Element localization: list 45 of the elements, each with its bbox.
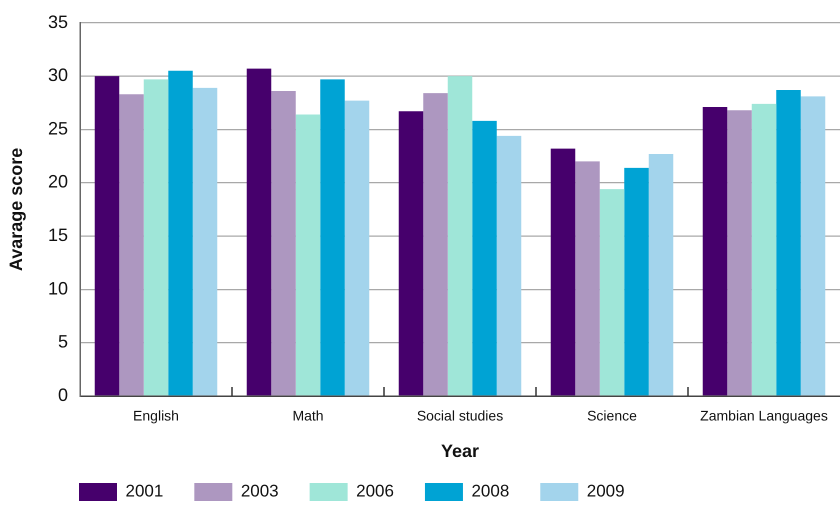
bar xyxy=(600,189,624,396)
bar xyxy=(800,96,826,396)
legend-label: 2008 xyxy=(471,482,510,501)
bar xyxy=(624,168,649,396)
x-tick-label: Science xyxy=(587,407,638,424)
legend-label: 2003 xyxy=(240,482,279,501)
bar xyxy=(575,161,600,396)
x-tick-label: Social studies xyxy=(416,407,504,424)
bar xyxy=(296,114,320,396)
y-tick-label: 15 xyxy=(48,225,68,246)
legend-label: 2001 xyxy=(126,482,164,501)
x-axis-title: Year xyxy=(440,441,480,462)
bar xyxy=(448,76,472,396)
bar xyxy=(752,104,776,396)
bar xyxy=(94,76,120,396)
bar xyxy=(119,94,144,396)
bar xyxy=(727,110,752,396)
bar xyxy=(648,154,674,396)
y-tick-label: 5 xyxy=(58,332,68,352)
bar xyxy=(192,88,218,396)
x-tick-label: English xyxy=(133,407,179,424)
legend-label: 2006 xyxy=(356,482,394,501)
y-tick-label: 10 xyxy=(48,278,68,298)
y-tick-label: 25 xyxy=(48,118,68,138)
y-tick-label: 0 xyxy=(58,384,68,405)
y-tick-label: 35 xyxy=(48,12,68,32)
x-tick-label: Zambian Languages xyxy=(700,407,828,424)
bar xyxy=(246,68,272,396)
bar xyxy=(271,91,296,396)
bar xyxy=(344,100,370,396)
bar xyxy=(168,70,193,396)
y-tick-label: 20 xyxy=(48,172,68,192)
bar xyxy=(550,148,576,396)
bar xyxy=(398,111,424,396)
bar xyxy=(144,79,168,396)
legend-label: 2009 xyxy=(586,482,625,501)
y-tick-label: 30 xyxy=(48,65,68,86)
bar xyxy=(472,120,497,396)
y-axis-title: Avarage score xyxy=(6,148,26,272)
bar xyxy=(496,136,522,396)
bar xyxy=(702,107,728,396)
x-tick-label: Math xyxy=(292,407,324,424)
bar xyxy=(776,90,801,396)
bar xyxy=(423,93,448,396)
bar xyxy=(320,79,345,396)
